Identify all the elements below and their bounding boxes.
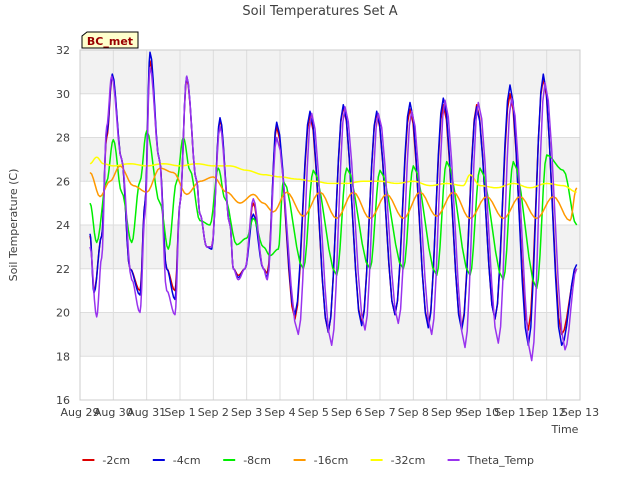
x-tick-label: Sep 11: [494, 406, 532, 419]
y-tick-label: 28: [56, 132, 70, 145]
y-tick-label: 20: [56, 307, 70, 320]
legend-label: Theta_Temp: [467, 454, 534, 467]
legend-label: -4cm: [173, 454, 201, 467]
plot-band: [80, 50, 580, 94]
legend-label: -32cm: [391, 454, 426, 467]
series-line-thetatemp: [89, 66, 578, 362]
y-tick-label: 32: [56, 44, 70, 57]
x-tick-label: Sep 2: [198, 406, 229, 419]
y-tick-label: 24: [56, 219, 70, 232]
series-lines: [89, 51, 578, 362]
x-tick-label: Aug 30: [94, 406, 133, 419]
series-line-16cm: [89, 165, 578, 222]
plot-frame: [79, 49, 581, 401]
plot-band: [80, 93, 580, 138]
x-tick-label: Sep 12: [528, 406, 566, 419]
x-tick-label: Sep 1: [164, 406, 195, 419]
site-label: BC_met: [87, 35, 133, 48]
y-tick-label: 26: [56, 175, 70, 188]
y-tick-labels: 16 18 20 22 24 26 28 30 32: [56, 44, 70, 407]
x-tick-label: Sep 13: [561, 406, 599, 419]
x-axis-label: Time: [551, 423, 579, 436]
y-tick-label: 16: [56, 394, 70, 407]
x-tick-label: Aug 31: [127, 406, 166, 419]
x-tick-label: Sep 10: [461, 406, 499, 419]
site-label-box: BC_met: [81, 31, 139, 49]
plot-band: [80, 356, 580, 400]
x-tick-label: Sep 5: [298, 406, 329, 419]
legend-label: -2cm: [102, 454, 130, 467]
series-line-8cm: [89, 130, 578, 290]
series-line-32cm: [89, 156, 577, 193]
x-tick-label: Sep 8: [398, 406, 429, 419]
x-tick-label: Aug 29: [61, 406, 100, 419]
x-tick-label: Sep 6: [331, 406, 362, 419]
plot-band: [80, 137, 580, 182]
grid-lines: [79, 49, 581, 401]
y-tick-label: 30: [56, 88, 70, 101]
legend: -2cm -4cm -8cm -16cm -32cm Theta_Temp: [82, 454, 534, 467]
x-tick-label: Sep 3: [231, 406, 262, 419]
x-tick-label: Sep 9: [431, 406, 462, 419]
legend-label: -16cm: [314, 454, 349, 467]
chart-title: Soil Temperatures Set A: [242, 4, 397, 19]
y-tick-label: 18: [56, 350, 70, 363]
legend-label: -8cm: [243, 454, 271, 467]
x-tick-label: Sep 7: [364, 406, 395, 419]
y-axis-label: Soil Temperature (C): [7, 169, 20, 282]
y-tick-label: 22: [56, 263, 70, 276]
x-tick-label: Sep 4: [264, 406, 295, 419]
